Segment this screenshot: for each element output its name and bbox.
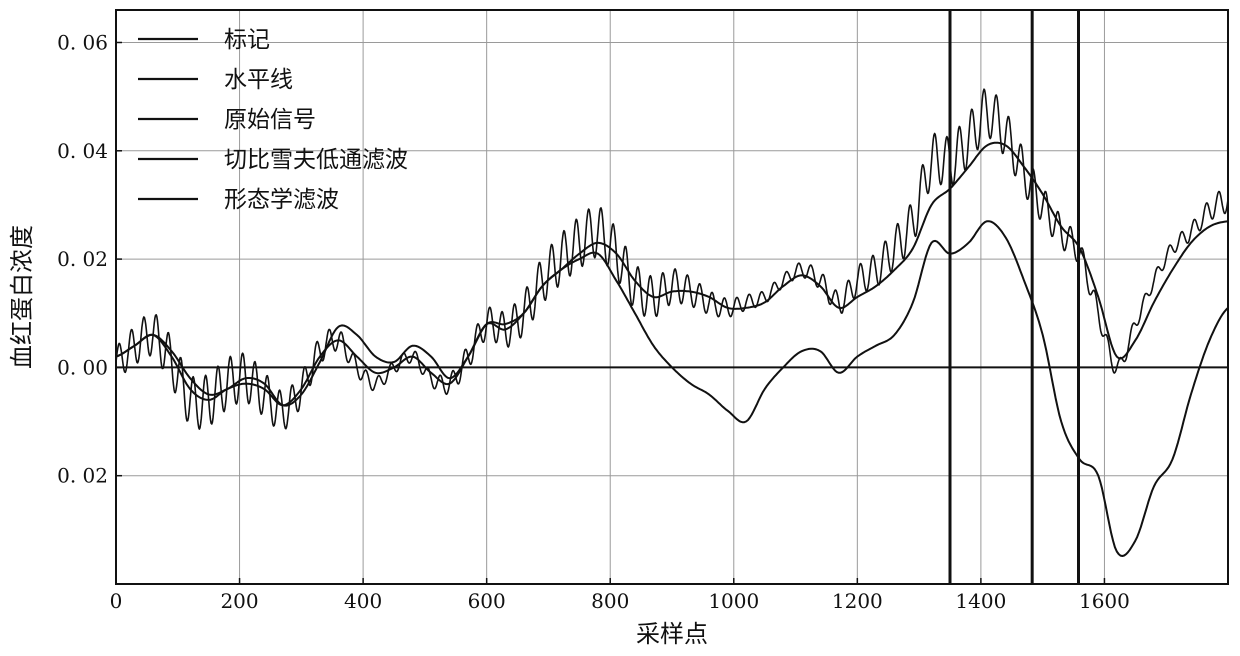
x-tick-label: 1600 — [1079, 589, 1130, 613]
legend-label: 标记 — [224, 27, 270, 53]
grid — [116, 10, 1228, 584]
y-tick-label: 0. 00 — [57, 355, 108, 379]
legend-label: 水平线 — [224, 67, 293, 93]
marker-lines — [950, 10, 1078, 584]
x-tick-label: 200 — [220, 589, 258, 613]
x-tick-label: 0 — [110, 589, 123, 613]
y-axis-title: 血红蛋白浓度 — [8, 225, 36, 369]
y-tick-label: 0. 06 — [57, 30, 108, 54]
x-tick-label: 600 — [468, 589, 506, 613]
plot-frame — [116, 10, 1228, 584]
x-tick-label: 800 — [591, 589, 629, 613]
x-tick-label: 1200 — [832, 589, 883, 613]
legend: 标记水平线原始信号切比雪夫低通滤波形态学滤波 — [138, 27, 408, 213]
legend-label: 形态学滤波 — [224, 187, 339, 213]
y-tick-label: 0. 02 — [57, 247, 108, 271]
legend-label: 原始信号 — [224, 107, 316, 133]
y-axis-ticks: 0. 06 0. 04 0. 02 0. 00 0. 02 — [57, 30, 122, 487]
x-tick-label: 400 — [344, 589, 382, 613]
legend-label: 切比雪夫低通滤波 — [224, 147, 408, 173]
x-axis-title: 采样点 — [636, 620, 708, 648]
y-tick-label: 0. 02 — [57, 464, 108, 488]
y-tick-label: 0. 04 — [57, 139, 108, 163]
x-tick-label: 1400 — [955, 589, 1006, 613]
x-tick-label: 1000 — [708, 589, 759, 613]
series-line — [116, 221, 1228, 556]
